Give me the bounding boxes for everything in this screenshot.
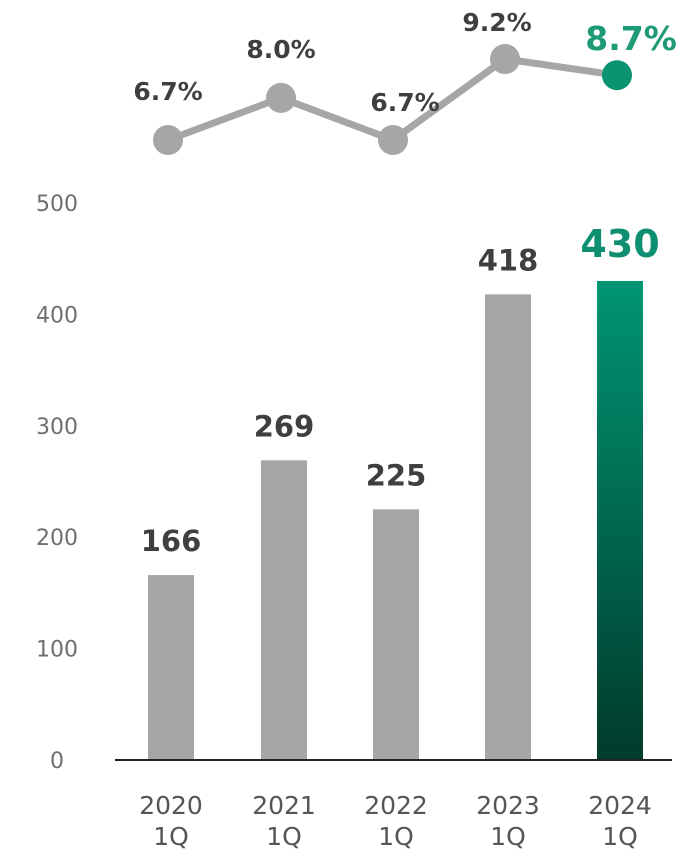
- line-value-label: 6.7%: [370, 88, 439, 117]
- line-point: [266, 82, 296, 113]
- y-tick-label: 100: [36, 638, 78, 663]
- line-point-highlight: [602, 60, 632, 91]
- bar-value-label: 166: [141, 524, 202, 558]
- bar: [485, 294, 531, 760]
- line-value-label: 8.0%: [246, 35, 315, 64]
- y-tick-label: 200: [36, 526, 78, 551]
- line-value-label: 9.2%: [462, 8, 531, 37]
- x-tick-label: 2021: [252, 791, 316, 820]
- line-value-label: 6.7%: [133, 77, 202, 106]
- bar: [148, 575, 194, 760]
- x-tick-label: 2023: [476, 791, 540, 820]
- x-tick-label: 2022: [364, 791, 428, 820]
- bar-value-label: 269: [254, 409, 315, 443]
- line-value-label: 8.7%: [585, 19, 677, 58]
- y-tick-label: 300: [36, 415, 78, 440]
- y-tick-label: 0: [50, 749, 64, 774]
- line-point: [153, 125, 183, 155]
- bar-value-label: 418: [478, 243, 539, 277]
- ratio-line-chart: 6.7% 8.0% 6.7% 9.2% 8.7%: [133, 8, 677, 155]
- line-point: [378, 125, 408, 155]
- bar-highlight: [597, 280, 643, 760]
- bar-value-label: 225: [366, 458, 427, 492]
- bar-chart: 010020030040050016620201Q26920211Q225202…: [36, 192, 672, 851]
- x-tick-label: 1Q: [266, 822, 302, 851]
- x-tick-label: 2020: [139, 791, 203, 820]
- y-tick-label: 400: [36, 303, 78, 328]
- line-point: [490, 44, 520, 74]
- x-tick-label: 1Q: [153, 822, 189, 851]
- bar: [261, 460, 307, 760]
- y-tick-label: 500: [36, 192, 78, 217]
- x-tick-label: 1Q: [378, 822, 414, 851]
- x-tick-label: 1Q: [602, 822, 638, 851]
- bar: [373, 509, 419, 760]
- x-tick-label: 1Q: [490, 822, 526, 851]
- x-tick-label: 2024: [588, 791, 652, 820]
- bar-value-label: 430: [580, 222, 659, 266]
